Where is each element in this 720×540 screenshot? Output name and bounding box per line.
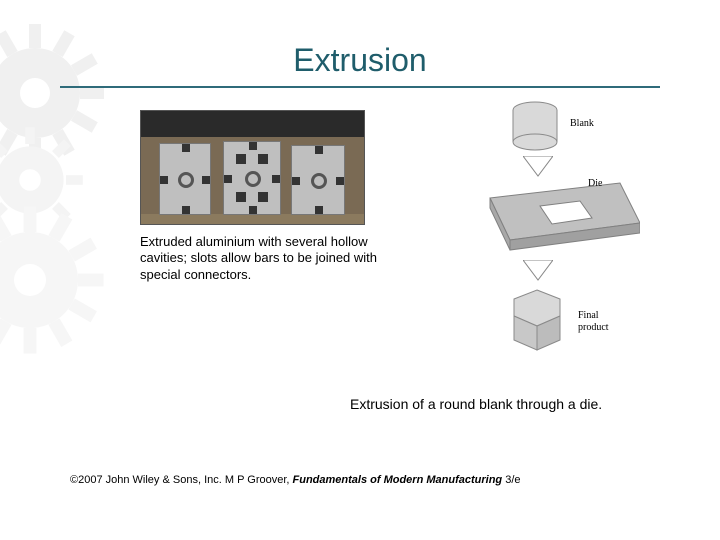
footer-edition: 3/e	[502, 474, 520, 486]
footer-book-title: Fundamentals of Modern Manufacturing	[293, 474, 503, 486]
process-diagram: Blank Die Final product	[470, 100, 650, 380]
footer-copyright: ©2007 John Wiley & Sons, Inc. M P Groove…	[70, 474, 293, 486]
content-area: Extruded aluminium with several hollow c…	[0, 96, 720, 456]
left-caption: Extruded aluminium with several hollow c…	[140, 234, 380, 283]
right-caption: Extrusion of a round blank through a die…	[350, 396, 690, 412]
slide-title: Extrusion	[0, 42, 720, 79]
label-die: Die	[588, 178, 602, 189]
label-blank: Blank	[570, 118, 594, 129]
title-underline	[60, 86, 660, 88]
aluminium-photo	[140, 110, 365, 225]
footer: ©2007 John Wiley & Sons, Inc. M P Groove…	[70, 474, 521, 486]
label-final-1: Final	[578, 310, 599, 321]
label-final-2: product	[578, 322, 609, 333]
